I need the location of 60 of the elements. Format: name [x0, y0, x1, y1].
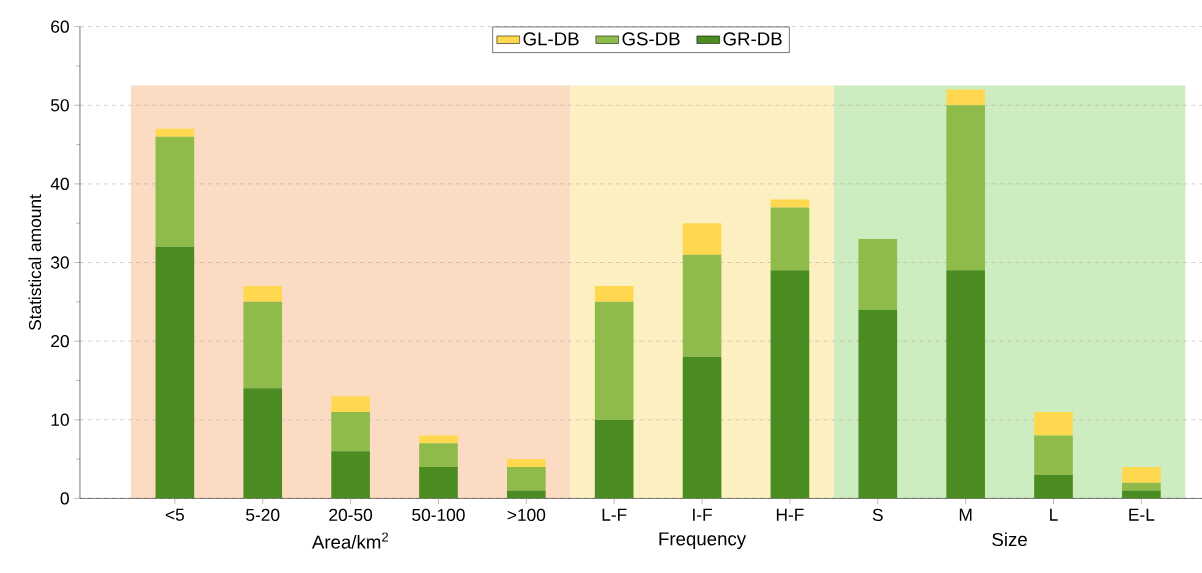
x-tick-label: M [959, 508, 972, 521]
bar [770, 207, 810, 271]
bar [419, 466, 458, 499]
legend-label: GS-DB [622, 32, 680, 46]
y-axis-title: Statistical amount [28, 194, 42, 331]
band-label: Size [992, 532, 1027, 547]
bar [1034, 435, 1073, 475]
bar [155, 136, 195, 247]
x-tick-label: 20-50 [329, 508, 373, 522]
bar [155, 128, 195, 137]
bar [1122, 482, 1161, 491]
x-tick-label: E-L [1129, 508, 1155, 521]
x-tick-label: S [872, 508, 883, 522]
bar [1034, 474, 1073, 499]
bar [946, 105, 985, 271]
bar [155, 246, 195, 499]
y-tick-label: 20 [51, 334, 69, 348]
y-tick-label: 50 [50, 99, 69, 112]
x-tick-label: L [1050, 508, 1058, 521]
bar [858, 309, 898, 499]
bar [507, 490, 546, 499]
bar [594, 286, 634, 302]
bar [419, 443, 458, 467]
bar [682, 356, 722, 499]
band-label: Frequency [659, 532, 747, 550]
band-label: Area/km$^{2}$ [311, 532, 388, 549]
bar [594, 301, 634, 420]
x-tick-label: 5-20 [246, 508, 280, 522]
y-tick-label: 40 [50, 177, 69, 191]
x-tick-label: H-F [776, 508, 804, 521]
y-tick-label: 10 [51, 413, 69, 426]
x-tick-label: I-F [693, 508, 712, 521]
y-tick-label: 0 [60, 492, 69, 505]
bar [419, 435, 458, 444]
bar [594, 419, 634, 499]
bar [946, 89, 985, 106]
bar [1122, 466, 1161, 483]
x-tick-label: <5 [165, 508, 184, 521]
legend-label: GL-DB [523, 32, 579, 46]
y-tick-label: 30 [50, 256, 69, 269]
x-tick-label: >100 [507, 508, 546, 522]
bar [243, 301, 283, 389]
bar [331, 411, 370, 452]
bar [1122, 490, 1161, 499]
bar [946, 270, 985, 499]
bar [858, 238, 898, 310]
legend-label: GR-DB [723, 32, 782, 46]
bar [507, 466, 546, 491]
bar [243, 286, 283, 302]
bar [1034, 411, 1073, 436]
y-tick-label: 60 [51, 20, 69, 33]
x-tick-label: L-F [602, 508, 627, 521]
bar [682, 254, 722, 357]
bar [331, 451, 370, 499]
bar [682, 223, 722, 255]
x-tick-label: 50-100 [412, 508, 465, 522]
bar [507, 459, 546, 467]
bar [331, 396, 370, 412]
bar [243, 388, 283, 499]
bar [770, 270, 810, 499]
